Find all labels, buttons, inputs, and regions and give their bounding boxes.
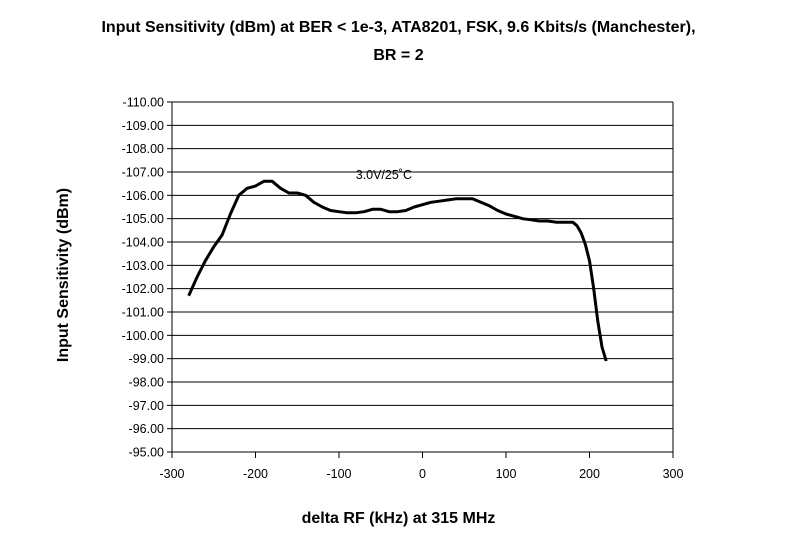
y-tick-label: -103.00 — [122, 259, 164, 273]
y-tick-label: -100.00 — [122, 329, 164, 343]
y-tick-label: -101.00 — [122, 306, 164, 320]
chart-title: Input Sensitivity (dBm) at BER < 1e-3, A… — [0, 14, 797, 70]
y-tick-label: -109.00 — [122, 119, 164, 133]
x-tick-label: 300 — [663, 467, 684, 481]
y-tick-label: -105.00 — [122, 212, 164, 226]
y-tick-label: -104.00 — [122, 236, 164, 250]
x-tick-label: -300 — [159, 467, 184, 481]
x-tick-label: 200 — [579, 467, 600, 481]
x-tick-label: 0 — [419, 467, 426, 481]
x-tick-label: 100 — [496, 467, 517, 481]
y-tick-label: -99.00 — [129, 352, 164, 366]
y-tick-label: -110.00 — [123, 96, 165, 110]
series-line — [187, 179, 608, 362]
series-layer — [187, 179, 608, 362]
chart-title-line-1: Input Sensitivity (dBm) at BER < 1e-3, A… — [101, 19, 696, 36]
y-tick-label: -95.00 — [129, 446, 164, 460]
y-tick-label: -107.00 — [122, 166, 164, 180]
series-annotation-label: 3.0V/25˚C — [356, 168, 412, 182]
y-tick-label: -97.00 — [129, 399, 164, 413]
x-tick-label: -200 — [243, 467, 268, 481]
y-tick-label: -108.00 — [122, 142, 164, 156]
tick-labels: -110.00 -109.00 -108.00 -107.00 -106.00 -105.… — [122, 96, 684, 482]
y-tick-label: -106.00 — [122, 189, 164, 203]
chart-title-line-2: BR = 2 — [373, 47, 424, 64]
gridlines — [172, 101, 673, 453]
y-tick-label: -96.00 — [129, 422, 164, 436]
y-tick-label: -102.00 — [122, 282, 164, 296]
axes — [167, 101, 674, 458]
y-tick-label: -98.00 — [129, 376, 164, 390]
x-tick-label: -100 — [326, 467, 351, 481]
x-axis-label: delta RF (kHz) at 315 MHz — [301, 510, 496, 527]
